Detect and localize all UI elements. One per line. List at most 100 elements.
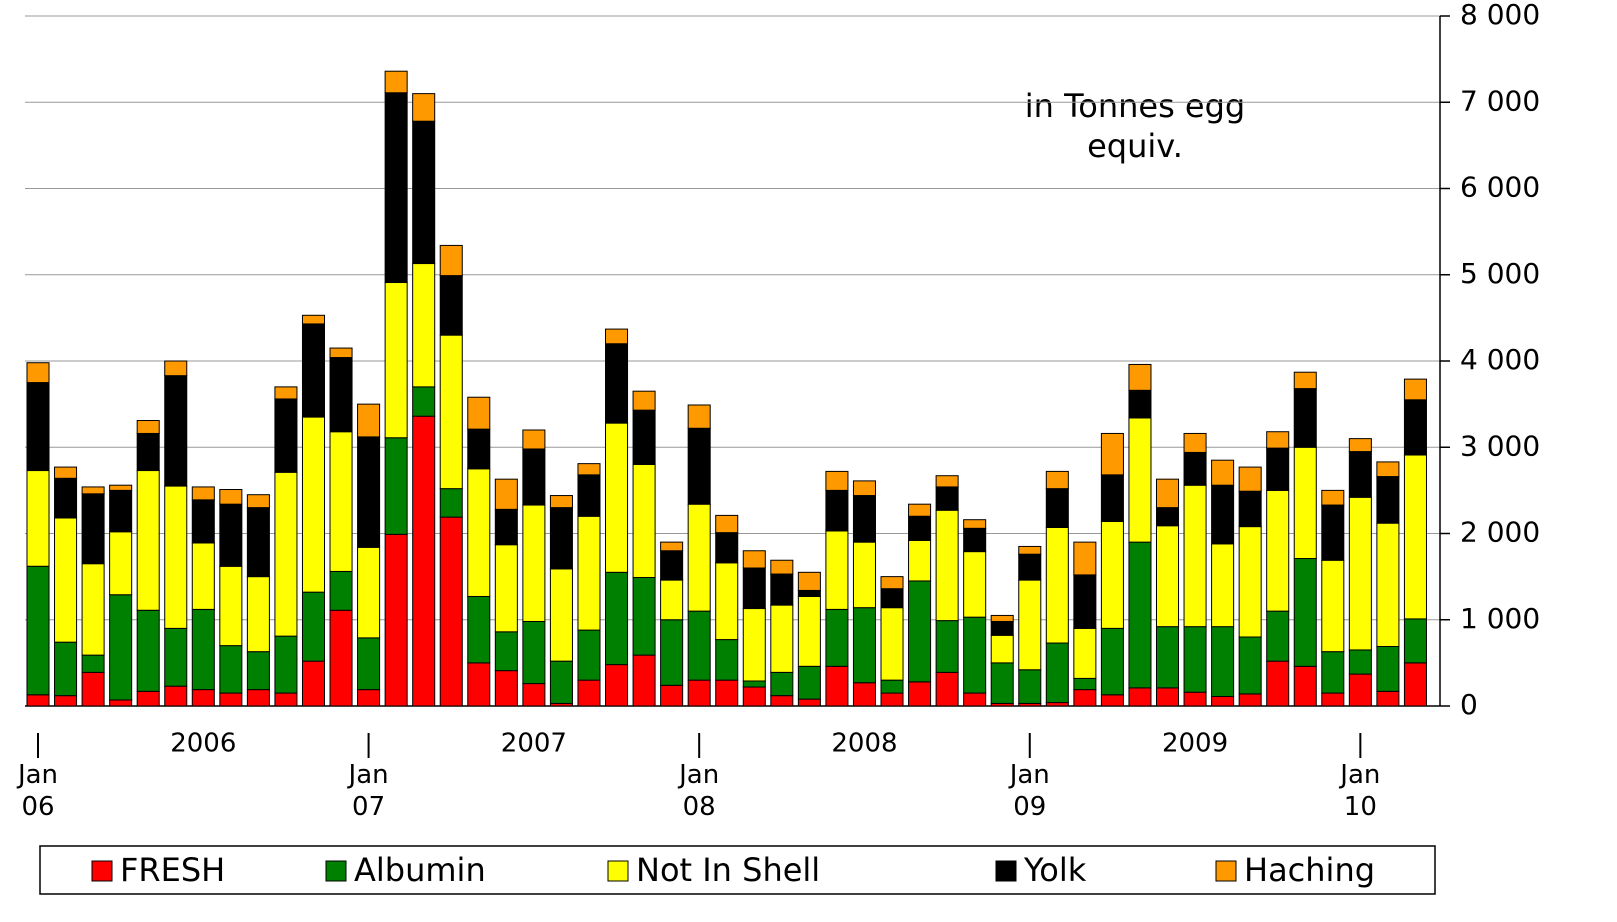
year-label: 2008 [831, 729, 897, 759]
bar-segment [219, 565, 243, 647]
legend-label: Not In Shell [636, 851, 820, 889]
bar-segment [797, 589, 821, 597]
bar-segment [715, 679, 739, 707]
bar-segment [1321, 489, 1345, 506]
bar-segment [246, 689, 270, 707]
bar-segment [357, 689, 381, 707]
bar-segment [1100, 520, 1124, 629]
bar-segment [1018, 579, 1042, 671]
bar-segment [880, 692, 904, 707]
bar-segment [1183, 451, 1207, 486]
bar-segment [301, 323, 326, 418]
bar-segment [54, 641, 78, 697]
y-tick-label: 3 000 [1460, 429, 1540, 462]
bar-segment [1376, 522, 1400, 647]
bar-segment [770, 573, 794, 606]
bar-segment [1183, 691, 1207, 707]
bar-segment [1238, 466, 1262, 492]
bar-segment [577, 474, 601, 517]
bar-segment [1348, 649, 1372, 675]
bar-segment [990, 614, 1014, 622]
bar-segment [329, 431, 353, 572]
bar-segment [164, 627, 188, 687]
bar-segment [742, 608, 766, 682]
bar-segment [549, 568, 573, 662]
bar-segment [109, 594, 133, 701]
bar-segment [191, 542, 215, 610]
bar-segment [1293, 446, 1317, 560]
bar-segment [1293, 665, 1317, 707]
bar-segment [136, 420, 160, 434]
bar-segment [715, 562, 739, 641]
bar-segment [1018, 669, 1042, 704]
bar-segment [825, 608, 849, 667]
bar-segment [1183, 484, 1207, 628]
bar-segment [1376, 645, 1400, 692]
bar-segment [852, 541, 876, 609]
x-tick-label: Jan 10 [1340, 760, 1381, 822]
bar-segment [963, 616, 987, 694]
bar-segment [1403, 454, 1427, 620]
bar-segment [742, 680, 766, 688]
bar-segment [1293, 371, 1317, 390]
bar-segment [1211, 543, 1235, 628]
bar-segment [412, 415, 436, 707]
bar-segment [908, 539, 932, 582]
bar-segment [494, 670, 518, 707]
y-tick-label: 6 000 [1460, 171, 1540, 204]
bar-segment [963, 519, 987, 529]
bar-segment [1155, 687, 1180, 707]
bar-segment [357, 546, 381, 639]
bar-segment [963, 551, 987, 618]
bar-segment [522, 504, 546, 622]
bar-segment [1348, 451, 1372, 498]
y-tick-label: 1 000 [1460, 602, 1540, 635]
bar-segment [935, 486, 959, 511]
bar-segment [384, 533, 408, 707]
bar-segment [852, 480, 876, 497]
bar-segment [687, 610, 711, 681]
bar-segment [384, 282, 408, 439]
bar-segment [880, 576, 904, 590]
bar-segment [522, 429, 546, 450]
bar-segment [1073, 627, 1097, 679]
bar-segment [246, 576, 270, 653]
bar-segment [880, 588, 904, 609]
bar-segment [852, 495, 876, 543]
bar-segment [494, 508, 518, 546]
legend-swatch [91, 860, 113, 882]
bar-segment [384, 92, 408, 284]
bar-segment [357, 637, 381, 691]
bar-segment [109, 484, 133, 491]
bar-segment [109, 489, 133, 533]
bar-segment [1376, 461, 1400, 478]
bar-segment [412, 263, 436, 388]
bar-segment [109, 531, 133, 596]
bar-segment [109, 699, 133, 707]
bar-segment [908, 681, 932, 707]
bar-segment [329, 609, 353, 707]
bar-segment [274, 635, 298, 694]
bar-segment [660, 579, 684, 621]
bar-segment [329, 347, 353, 359]
bar-segment [26, 565, 50, 696]
bar-segment [825, 489, 849, 532]
bar-segment [742, 550, 766, 569]
bar-segment [494, 544, 518, 633]
bar-segment [81, 671, 105, 707]
bar-segment [990, 634, 1014, 664]
bar-segment [1211, 696, 1235, 707]
bar-segment [1045, 470, 1069, 490]
bar-segment [136, 690, 160, 707]
bar-segment [990, 662, 1014, 704]
bar-segment [687, 404, 711, 429]
year-label: 2009 [1162, 729, 1228, 759]
bar-segment [329, 357, 353, 433]
bar-segment [274, 386, 298, 400]
bar-segment [880, 679, 904, 694]
bar-segment [1348, 496, 1372, 651]
bar-segment [1376, 690, 1400, 707]
bar-segment [1266, 660, 1290, 707]
bar-segment [274, 471, 298, 637]
